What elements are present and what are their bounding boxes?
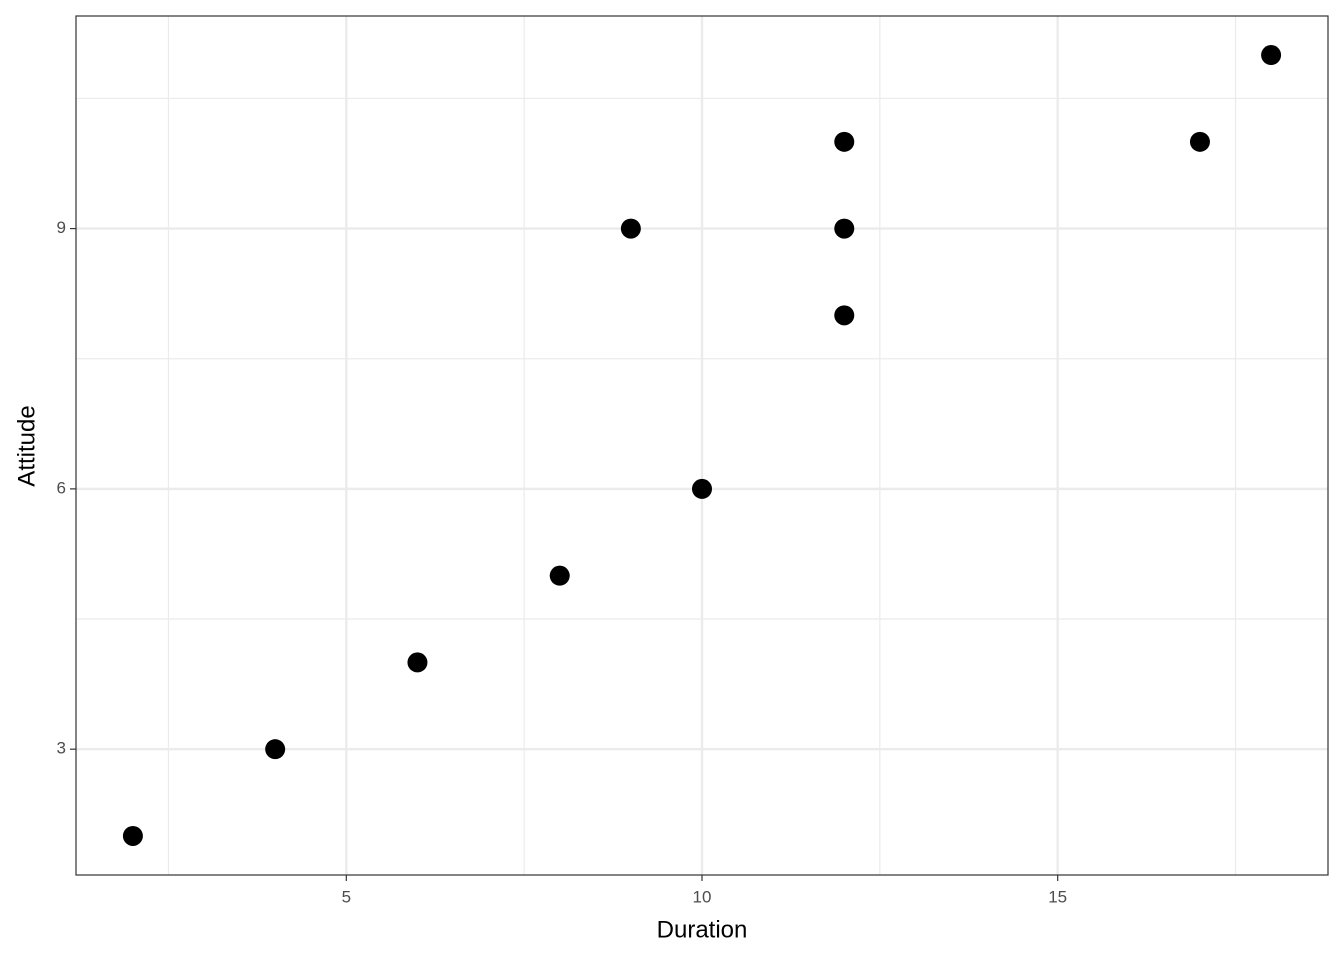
y-tick-label: 3	[57, 739, 66, 758]
point	[834, 218, 855, 239]
point	[265, 739, 286, 760]
y-tick-label: 6	[57, 478, 66, 497]
x-tick-label: 10	[693, 887, 712, 906]
point	[549, 565, 570, 586]
point	[692, 478, 712, 499]
point	[407, 652, 428, 673]
panel-border	[75, 15, 1329, 876]
point	[1261, 45, 1282, 66]
point	[834, 305, 855, 326]
x-tick-label: 15	[1048, 887, 1067, 906]
y-axis-title: Attitude	[13, 405, 40, 486]
point	[834, 131, 855, 152]
x-tick-label: 5	[342, 887, 351, 906]
point	[620, 218, 641, 239]
point	[122, 825, 143, 846]
x-axis-title: Duration	[657, 916, 748, 943]
y-tick-label: 9	[57, 218, 66, 237]
point	[1189, 131, 1210, 152]
